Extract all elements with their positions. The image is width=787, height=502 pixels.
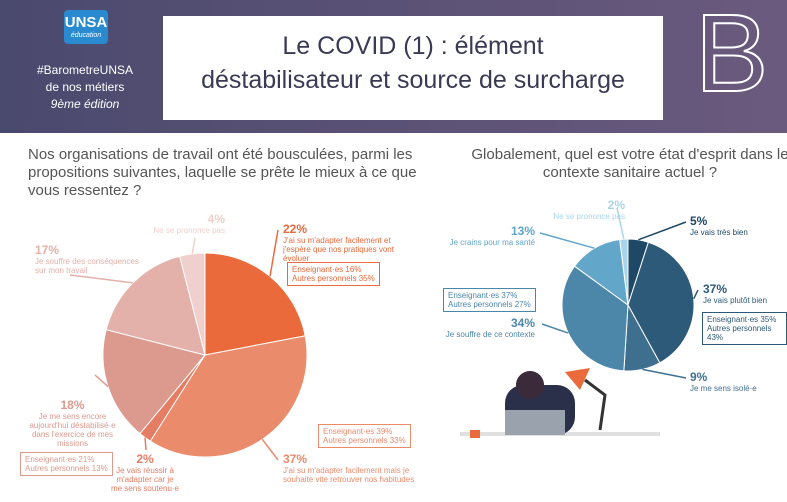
leader-line	[94, 374, 109, 388]
category-label: Ne se prononce pas	[553, 212, 625, 221]
value-label: 2%	[136, 452, 154, 466]
category-label: J'ai su m'adapter facilement mais je sou…	[283, 466, 415, 484]
value-label: 2%	[607, 198, 625, 212]
detail-line: Autres personnels 33%	[323, 436, 406, 445]
pie-slice	[149, 335, 308, 458]
detail-box: Enseignant·es 21% Autres personnels 13%	[20, 452, 113, 476]
leader-line	[638, 221, 687, 241]
detail-line: Autres personnels 43%	[707, 324, 772, 342]
value-label: 4%	[207, 212, 225, 226]
detail-line: Enseignant·es 16%	[292, 265, 362, 274]
pie-slice	[179, 252, 206, 356]
category-label: Je souffre de ce contexte	[445, 330, 535, 339]
value-label: 37%	[283, 452, 308, 466]
detail-line: Autres personnels 35%	[292, 274, 375, 283]
category-label: Ne se prononce pas	[153, 226, 225, 235]
illustration	[460, 368, 660, 438]
title: Le COVID (1) : élément	[282, 32, 544, 60]
leader-line	[261, 438, 279, 461]
value-label: 9%	[690, 370, 708, 384]
leader-line	[616, 207, 625, 240]
value-label: 17%	[35, 243, 60, 257]
pie-slice	[204, 252, 306, 356]
category-label: Je me sens isolé·e	[690, 384, 757, 393]
pie-slice	[102, 329, 206, 435]
chart-title: Nos organisations de travail ont été bou…	[28, 146, 417, 199]
detail-box: Enseignant·es 16% Autres personnels 35%	[287, 262, 380, 286]
edition: 9ème édition	[50, 97, 120, 111]
detail-box: Enseignant·es 37% Autres personnels 27%	[443, 288, 536, 312]
leader-line	[642, 368, 687, 379]
value-label: 37%	[703, 282, 728, 296]
leader-line	[541, 323, 569, 334]
category-label: Je vais réussir à m'adapter car je me se…	[110, 466, 180, 493]
logo-sub: éducation	[70, 32, 102, 39]
value-label: 5%	[690, 214, 708, 228]
leader-line	[693, 289, 699, 300]
leader-line	[144, 437, 147, 451]
value-label: 13%	[510, 224, 535, 238]
logo-box	[64, 10, 108, 44]
value-label: 18%	[60, 398, 85, 412]
detail-box: Enseignant·es 39% Autres personnels 33%	[318, 424, 411, 448]
detail-line: Enseignant·es 37%	[448, 291, 518, 300]
hashtag: #BarometreUNSA	[36, 63, 134, 77]
pie-slice	[561, 265, 629, 372]
letter: B	[694, 0, 769, 116]
detail-box: Enseignant·es 35% Autres personnels 43%	[702, 312, 787, 345]
category-label: J'ai su m'adapter facilement et j'espère…	[283, 236, 394, 263]
chart-title: Globalement, quel est votre état d'espri…	[471, 146, 787, 181]
pie-slice	[627, 241, 695, 364]
title: déstabilisateur et source de surcharge	[201, 66, 625, 94]
leader-line	[191, 237, 196, 254]
leader-line	[539, 232, 595, 249]
detail-line: Enseignant·es 21%	[25, 455, 95, 464]
category-label: Je souffre des conséquences sur mon trav…	[35, 257, 139, 275]
detail-line: Autres personnels 13%	[25, 464, 108, 473]
title-box	[163, 16, 663, 120]
pie-slice	[105, 255, 206, 356]
category-label: Je vais très bien	[690, 228, 748, 237]
value-label: 22%	[283, 222, 308, 236]
subtitle: de nos métiers	[45, 80, 125, 94]
detail-line: Enseignant·es 35%	[707, 315, 777, 324]
logo: UNSA	[64, 14, 108, 31]
detail-line: Enseignant·es 39%	[323, 427, 393, 436]
leader-line	[269, 229, 279, 277]
category-label: Je me sens encore aujourd'hui déstabilis…	[29, 412, 116, 448]
leader-line	[69, 274, 133, 284]
category-label: Je vais plutôt bien	[703, 296, 768, 305]
category-label: Je crains pour ma santé	[449, 238, 535, 247]
detail-line: Autres personnels 27%	[448, 300, 531, 309]
value-label: 34%	[510, 316, 535, 330]
